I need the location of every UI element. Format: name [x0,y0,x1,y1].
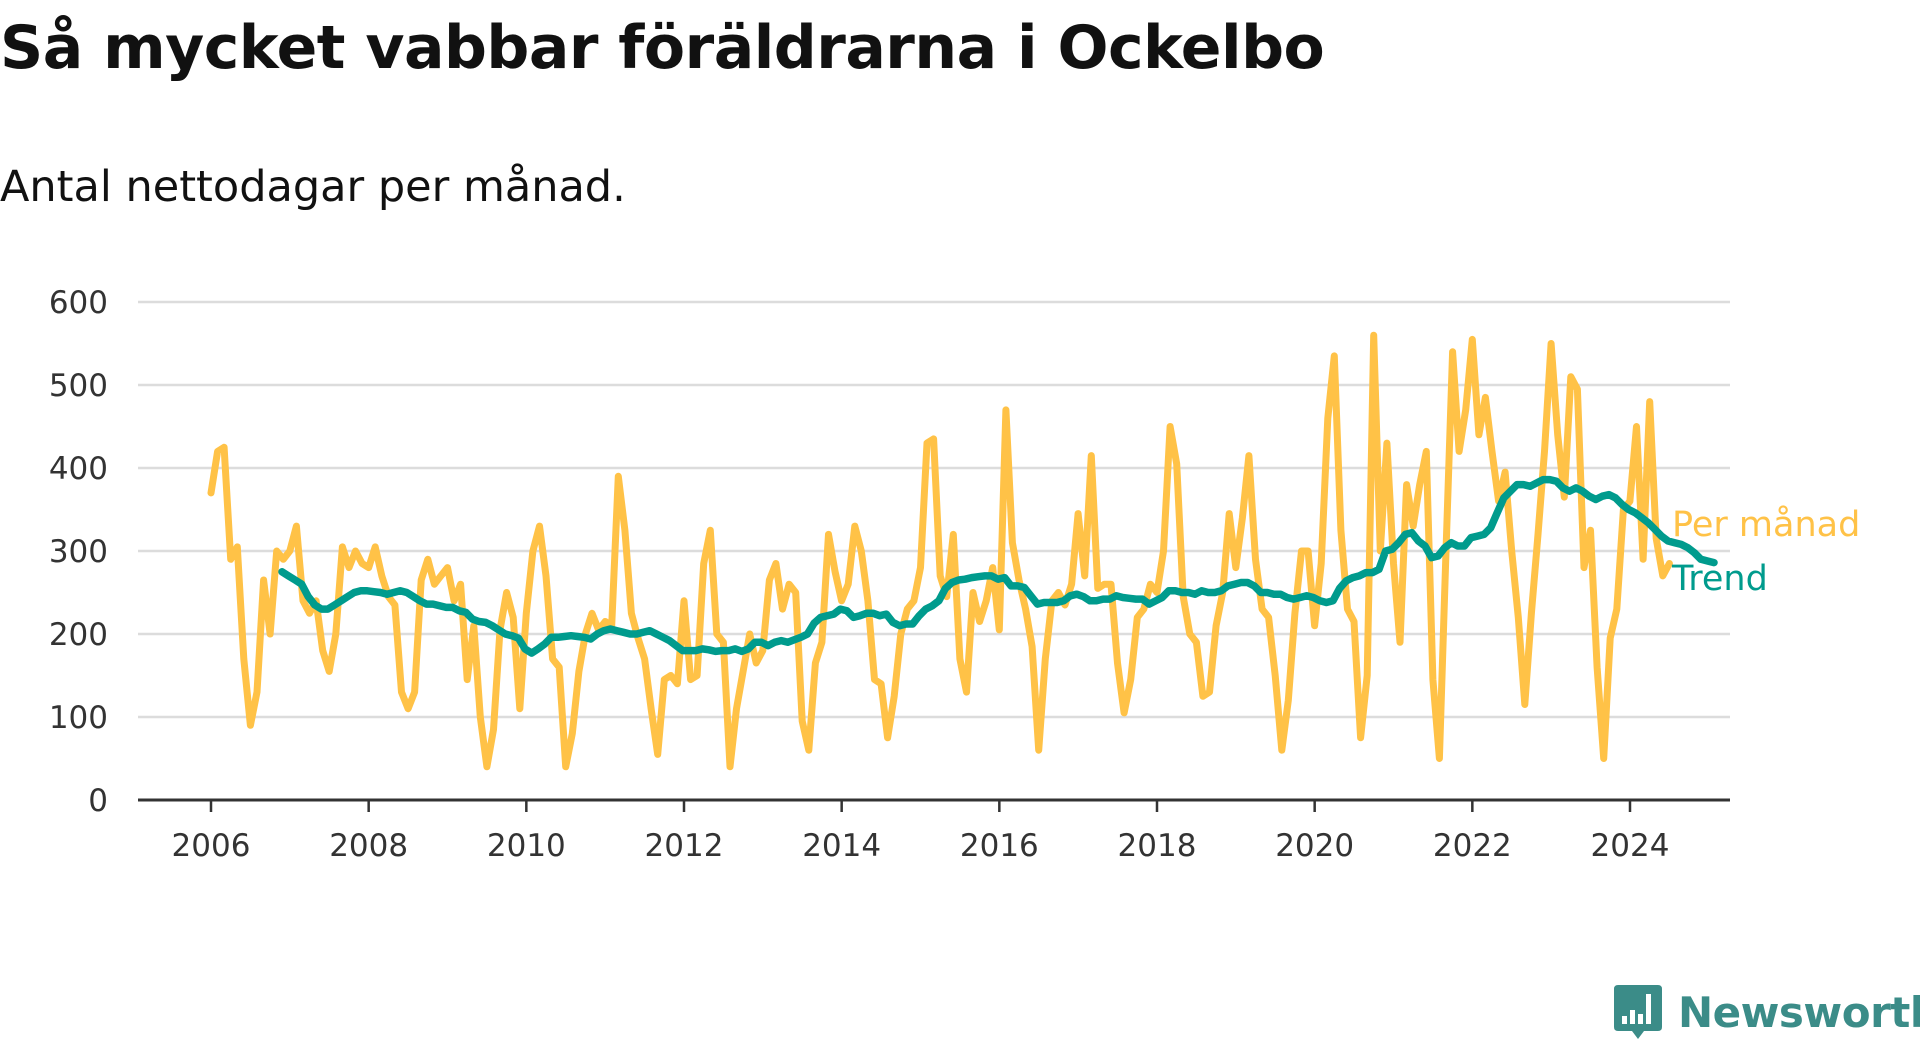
y-tick-label: 500 [49,368,108,404]
x-tick-label: 2010 [487,828,566,864]
brand-logo: Newsworthy [1612,982,1920,1042]
x-tick-label: 2022 [1433,828,1512,864]
x-tick-label: 2020 [1275,828,1354,864]
x-tick-label: 2008 [329,828,408,864]
series-group [207,331,1718,771]
brand-name: Newsworthy [1678,987,1920,1037]
y-tick-label: 0 [88,783,108,819]
chart-subtitle: Antal nettodagar per månad. [0,162,626,212]
chart-title: Så mycket vabbar föräldrarna i Ockelbo [0,13,1325,83]
y-tick-label: 200 [49,617,108,653]
x-tick-label: 2012 [645,828,724,864]
y-tick-label: 400 [49,451,108,487]
x-tick-label: 2024 [1591,828,1670,864]
series-line-trend [278,475,1718,657]
y-tick-label: 100 [49,700,108,736]
y-tick-label: 300 [49,534,108,570]
x-tick-label: 2006 [172,828,251,864]
series-labels: Per månad Trend [1671,504,1860,599]
y-axis-ticks: 0 100 200 300 400 500 600 [49,285,108,819]
series-label-per-manad: Per månad [1672,504,1860,545]
series-label-trend: Trend [1671,559,1768,599]
x-tick-label: 2014 [802,828,881,864]
x-axis: 2006 2008 2010 2012 2014 2016 2018 2020 2022 2024 [138,798,1730,864]
bar-chart-badge-icon [1614,985,1662,1039]
y-tick-label: 600 [49,285,108,321]
x-tick-label: 2018 [1118,828,1197,864]
gridlines [138,300,1730,719]
series-line-per-manad [207,331,1673,771]
x-tick-label: 2016 [960,828,1039,864]
